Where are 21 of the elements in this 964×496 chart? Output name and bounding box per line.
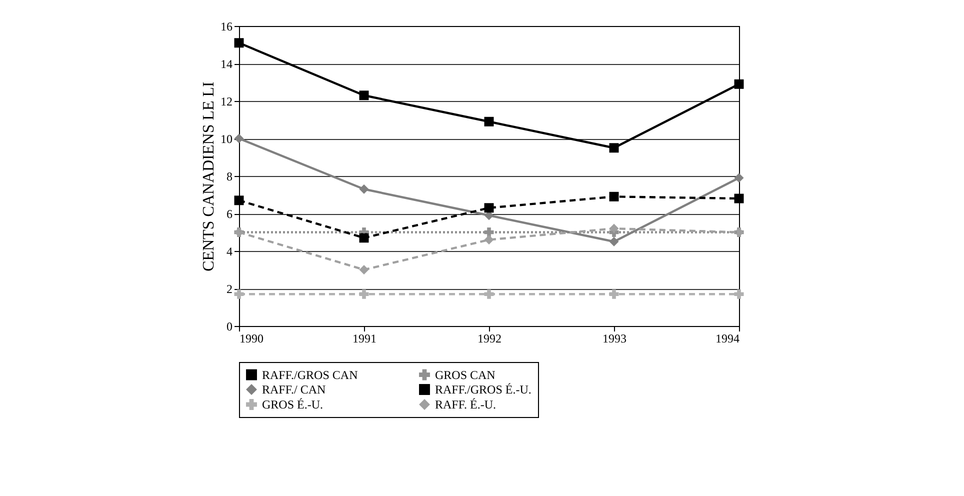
x-tick-label: 1993	[602, 332, 626, 346]
x-tick-label: 1992	[478, 332, 502, 346]
x-tick-label: 1991	[352, 332, 376, 346]
legend-label: GROS É.-U.	[262, 398, 324, 412]
y-tick-label: 14	[220, 57, 232, 71]
y-tick-label: 16	[220, 20, 232, 34]
x-tick-label: 1990	[240, 332, 264, 346]
legend-label: RAFF./GROS CAN	[262, 368, 358, 382]
legend-label: GROS CAN	[435, 368, 496, 382]
y-tick-label: 4	[226, 244, 232, 258]
y-tick-label: 0	[226, 320, 232, 334]
y-tick-label: 6	[226, 207, 232, 221]
legend-label: RAFF./ CAN	[262, 382, 326, 396]
legend-label: RAFF./GROS É.-U.	[435, 382, 532, 396]
x-tick-label: 1994	[716, 332, 740, 346]
y-tick-label: 2	[226, 282, 232, 296]
y-tick-label: 10	[220, 132, 232, 146]
y-tick-label: 8	[226, 170, 232, 184]
legend-label: RAFF. É.-U.	[435, 398, 496, 412]
y-axis-title: CENTS CANADIENS LE LI	[200, 82, 218, 272]
y-tick-label: 12	[220, 94, 232, 108]
